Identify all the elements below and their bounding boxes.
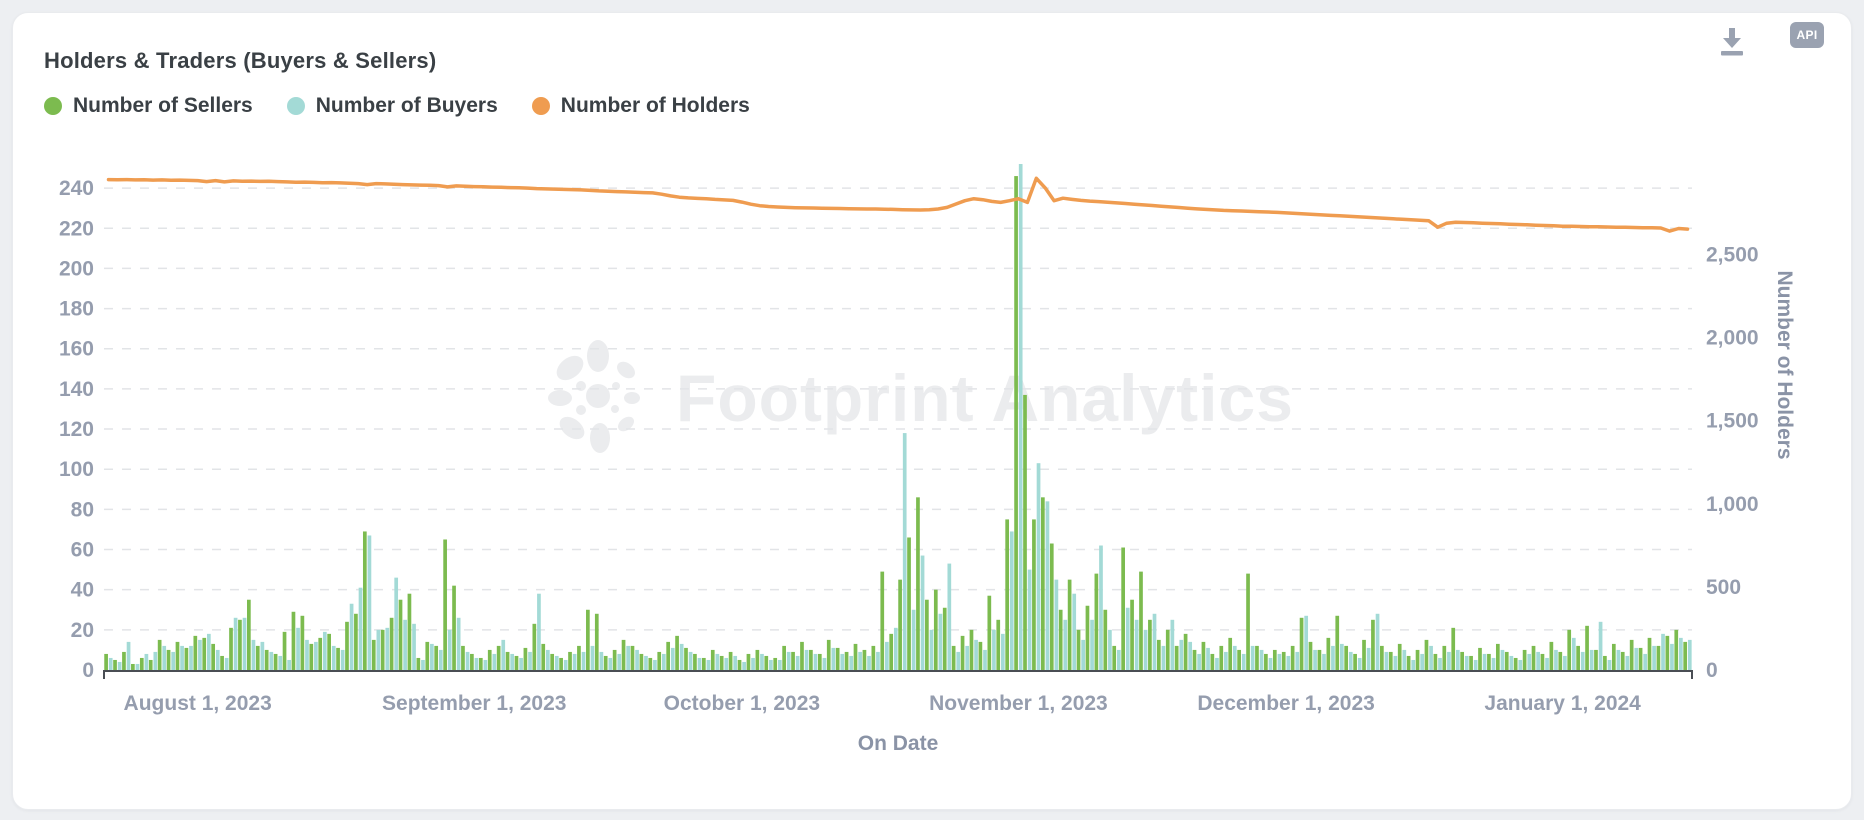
svg-text:2,500: 2,500	[1706, 243, 1759, 266]
svg-text:0: 0	[1706, 659, 1718, 682]
right-axis-title: Number of Holders	[1773, 270, 1796, 460]
chart-title: Holders & Traders (Buyers & Sellers)	[44, 48, 437, 73]
legend-label: Number of Sellers	[73, 94, 253, 117]
legend-item-buyers[interactable]: Number of Buyers	[286, 94, 498, 118]
legend-item-sellers[interactable]: Number of Sellers	[44, 94, 253, 118]
svg-text:240: 240	[59, 177, 94, 200]
svg-text:60: 60	[71, 539, 94, 562]
sellers-swatch-icon	[44, 97, 62, 115]
svg-text:1,500: 1,500	[1706, 410, 1759, 433]
svg-text:500: 500	[1706, 576, 1741, 599]
chart-card	[12, 12, 1852, 810]
api-button[interactable]: API	[1790, 22, 1824, 66]
legend: Number of Sellers Number of Buyers Numbe…	[44, 94, 750, 118]
svg-text:2,000: 2,000	[1706, 327, 1759, 350]
toolbar: API	[1714, 22, 1824, 66]
svg-text:200: 200	[59, 257, 94, 280]
svg-text:September 1, 2023: September 1, 2023	[382, 692, 566, 715]
svg-text:August 1, 2023: August 1, 2023	[124, 692, 272, 715]
svg-text:1,000: 1,000	[1706, 493, 1759, 516]
svg-text:100: 100	[59, 458, 94, 481]
svg-text:January 1, 2024: January 1, 2024	[1484, 692, 1641, 715]
svg-text:40: 40	[71, 579, 94, 602]
svg-text:120: 120	[59, 418, 94, 441]
download-button[interactable]	[1714, 22, 1750, 63]
legend-item-holders[interactable]: Number of Holders	[531, 94, 750, 118]
legend-label: Number of Holders	[560, 94, 750, 117]
svg-text:December 1, 2023: December 1, 2023	[1197, 692, 1374, 715]
buyers-swatch-icon	[286, 97, 305, 115]
svg-text:November 1, 2023: November 1, 2023	[929, 692, 1108, 715]
svg-text:180: 180	[59, 298, 94, 321]
legend-label: Number of Buyers	[315, 94, 498, 117]
svg-text:140: 140	[59, 378, 94, 401]
svg-text:20: 20	[71, 619, 94, 642]
svg-text:October 1, 2023: October 1, 2023	[664, 692, 820, 715]
svg-text:0: 0	[82, 659, 94, 682]
svg-text:160: 160	[59, 338, 94, 361]
holders-swatch-icon	[531, 97, 550, 115]
svg-text:80: 80	[71, 498, 94, 521]
api-icon: API	[1790, 22, 1824, 65]
svg-text:220: 220	[59, 217, 94, 240]
download-icon	[1721, 28, 1743, 56]
x-axis-title: On Date	[857, 732, 939, 755]
